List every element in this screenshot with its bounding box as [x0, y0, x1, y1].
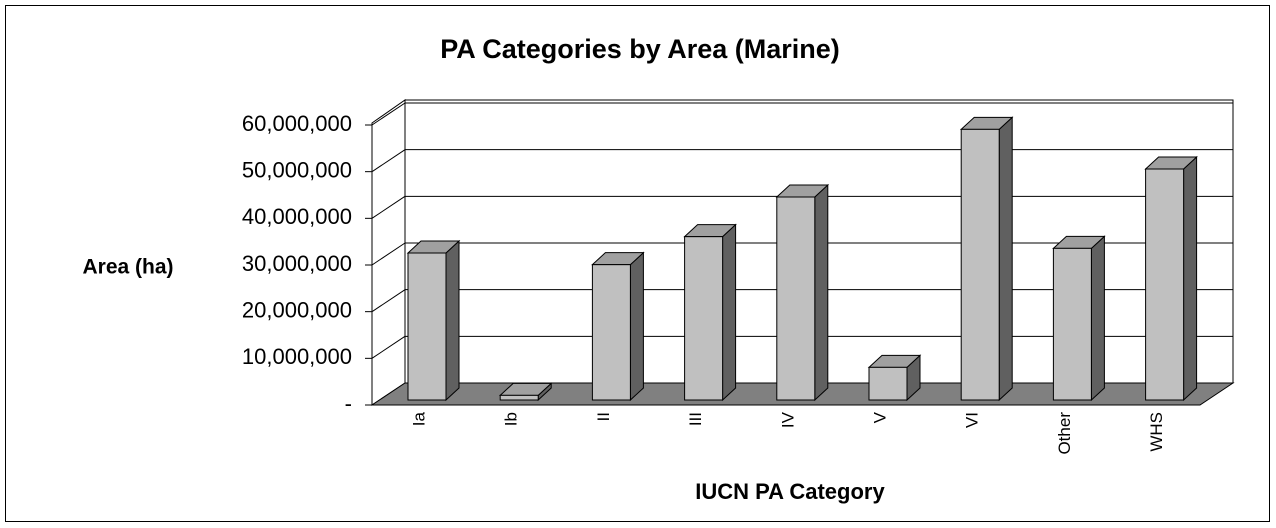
- y-tick-label: 50,000,000: [242, 157, 352, 182]
- y-axis-title: Area (ha): [82, 256, 173, 279]
- bar: [591, 264, 631, 401]
- grid-line-side: [371, 242, 406, 266]
- y-tick-label: 10,000,000: [242, 344, 352, 369]
- x-tick-label: III: [686, 412, 705, 426]
- bar: [499, 394, 539, 401]
- bar-side: [1183, 155, 1198, 402]
- y-tick-label: 60,000,000: [242, 111, 352, 136]
- x-tick-label: V: [870, 411, 889, 423]
- bar-side: [629, 251, 644, 402]
- x-tick-label: Other: [1055, 412, 1074, 455]
- bar: [776, 196, 816, 401]
- grid-line-side: [371, 102, 406, 126]
- bar-side: [1090, 235, 1105, 402]
- bar: [868, 366, 908, 401]
- x-axis-title: IUCN PA Category: [695, 479, 885, 504]
- x-tick-label: Ia: [409, 411, 428, 426]
- grid-line-side: [371, 195, 406, 219]
- bar-side: [722, 223, 737, 402]
- y-tick-label: 20,000,000: [242, 297, 352, 322]
- bar: [960, 128, 1000, 401]
- grid-line-side: [371, 335, 406, 359]
- bar-side: [998, 116, 1013, 402]
- y-tick-label: 30,000,000: [242, 251, 352, 276]
- x-tick-label: WHS: [1147, 412, 1166, 452]
- bar: [1052, 247, 1092, 401]
- x-tick-label: Ib: [502, 412, 521, 426]
- grid-line-side: [371, 289, 406, 313]
- bar-side: [445, 239, 460, 402]
- x-tick-label: VI: [963, 412, 982, 428]
- chart-title: PA Categories by Area (Marine): [440, 34, 840, 64]
- y-tick-label: 40,000,000: [242, 204, 352, 229]
- bar: [684, 236, 724, 401]
- bar: [1145, 168, 1185, 401]
- side-wall: [371, 99, 406, 406]
- x-tick-label: IV: [778, 411, 797, 428]
- y-tick-label: -: [345, 391, 352, 416]
- grid-line-side: [371, 149, 406, 173]
- bar: [407, 252, 447, 401]
- x-tick-label: II: [594, 412, 613, 421]
- bar-side: [814, 183, 829, 402]
